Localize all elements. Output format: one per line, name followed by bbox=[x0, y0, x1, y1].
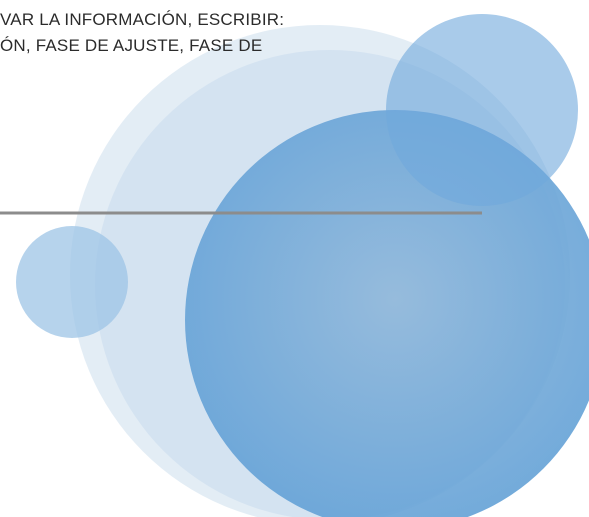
top-circle bbox=[386, 14, 578, 206]
page: VAR LA INFORMACIÓN, ESCRIBIR: ÓN, FASE D… bbox=[0, 0, 589, 517]
decoration bbox=[0, 0, 589, 517]
small-circle bbox=[16, 226, 128, 338]
text-line: VAR LA INFORMACIÓN, ESCRIBIR: bbox=[0, 10, 284, 30]
text-line: ÓN, FASE DE AJUSTE, FASE DE bbox=[0, 36, 262, 56]
